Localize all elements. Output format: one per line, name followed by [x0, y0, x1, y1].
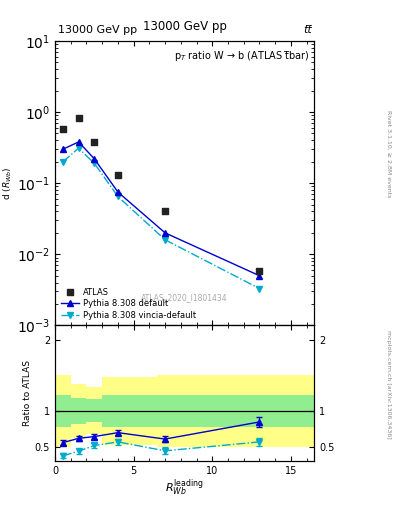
- Point: [91, 138, 97, 146]
- Point: [75, 114, 82, 122]
- Text: 13000 GeV pp: 13000 GeV pp: [143, 20, 227, 33]
- Y-axis label: Ratio to ATLAS: Ratio to ATLAS: [23, 360, 32, 426]
- Text: mcplots.cern.ch [arXiv:1306.3436]: mcplots.cern.ch [arXiv:1306.3436]: [386, 330, 391, 438]
- Text: tt̅: tt̅: [303, 25, 312, 35]
- Y-axis label: d$\sigma^{\rm leading}$ [pb]
d ($R_{Wb}$): d$\sigma^{\rm leading}$ [pb] d ($R_{Wb}$…: [0, 154, 14, 212]
- Text: ATLAS_2020_I1801434: ATLAS_2020_I1801434: [141, 293, 228, 303]
- Text: Rivet 3.1.10, ≥ 2.8M events: Rivet 3.1.10, ≥ 2.8M events: [386, 110, 391, 197]
- Text: 13000 GeV pp: 13000 GeV pp: [58, 25, 137, 35]
- Point: [162, 207, 168, 216]
- Legend: ATLAS, Pythia 8.308 default, Pythia 8.308 vincia-default: ATLAS, Pythia 8.308 default, Pythia 8.30…: [59, 286, 197, 321]
- Text: p$_T$ ratio W → b (ATLAS t̅bar): p$_T$ ratio W → b (ATLAS t̅bar): [174, 50, 309, 63]
- Point: [256, 267, 263, 275]
- Point: [115, 171, 121, 179]
- Point: [60, 125, 66, 134]
- X-axis label: $R_{Wb}^{\rm leading}$: $R_{Wb}^{\rm leading}$: [165, 477, 204, 498]
